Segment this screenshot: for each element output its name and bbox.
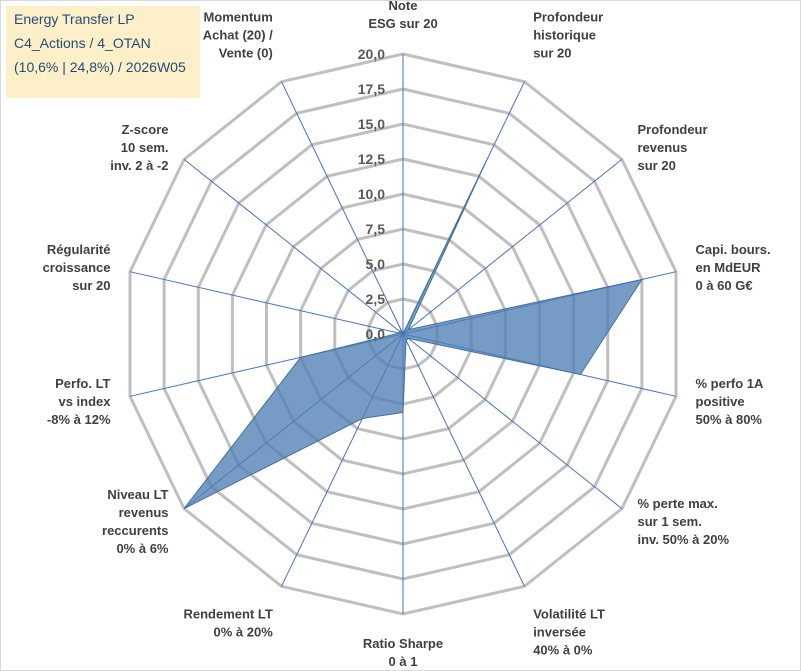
tick-label: 10,0: [358, 186, 385, 202]
category-label: Profondeur: [638, 122, 708, 137]
category-label: % perfo 1A: [696, 376, 765, 391]
performance-subtitle: (10,6% | 24,8%) / 2026W05: [14, 59, 186, 75]
axis-spoke: [402, 333, 525, 587]
tick-label: 20,0: [358, 46, 385, 62]
category-label: Momentum: [203, 10, 272, 25]
axis-spoke: [402, 159, 623, 335]
category-label: inv. 50% à 20%: [638, 532, 730, 547]
category-label: Capi. bours.: [696, 242, 771, 257]
category-label: reccurents: [102, 523, 168, 538]
series-area: [183, 159, 643, 510]
category-label: revenus: [119, 505, 169, 520]
title-box: Energy Transfer LP C4_Actions / 4_OTAN (…: [6, 6, 200, 98]
category-label: 0% à 20%: [214, 624, 274, 639]
category-label: Ratio Sharpe: [363, 636, 443, 651]
category-label: Profondeur: [533, 10, 603, 25]
category-label: Z-score: [122, 122, 169, 137]
category-label: en MdEUR: [696, 260, 762, 275]
category-label: vs index: [58, 394, 111, 409]
category-label: 10 sem.: [121, 140, 169, 155]
portfolio-subtitle: C4_Actions / 4_OTAN: [14, 35, 151, 51]
tick-label: 2,5: [366, 291, 386, 307]
tick-label: 15,0: [358, 116, 385, 132]
category-label: Volatilité LT: [533, 606, 605, 621]
category-label: revenus: [638, 140, 688, 155]
category-label: Vente (0): [219, 46, 273, 61]
category-label: -8% à 12%: [47, 412, 111, 427]
category-label: 0 à 1: [389, 654, 418, 669]
tick-label: 0,0: [366, 326, 386, 342]
category-labels: Note ESG sur 20 Profondeur historique sur 20…: [43, 0, 771, 669]
category-label: Niveau LT: [107, 487, 168, 502]
category-label: 0 à 60 G€: [696, 278, 753, 293]
category-label: 40% à 0%: [533, 642, 593, 657]
tick-label: 12,5: [358, 151, 385, 167]
radial-tick-labels: 0,0 2,5 5,0 7,5 10,0 12,5 15,0 17,5 20,0: [358, 46, 385, 342]
tick-label: 5,0: [366, 256, 386, 272]
axis-spoke: [402, 333, 623, 509]
axis-spoke: [129, 271, 404, 335]
category-label: sur 20: [72, 278, 110, 293]
category-label: positive: [696, 394, 745, 409]
category-label: Rendement LT: [183, 606, 272, 621]
category-label: Régularité: [47, 242, 111, 257]
category-label: sur 1 sem.: [638, 514, 702, 529]
category-label: 0% à 6%: [116, 541, 168, 556]
axis-spoke: [183, 159, 404, 335]
category-label: sur 20: [533, 46, 571, 61]
category-label: Note: [389, 0, 418, 13]
category-label: ESG sur 20: [368, 16, 437, 31]
data-layer: [183, 159, 643, 510]
category-label: % perte max.: [638, 496, 718, 511]
tick-label: 7,5: [366, 221, 386, 237]
category-label: sur 20: [638, 158, 676, 173]
category-label: Perfo. LT: [55, 376, 110, 391]
category-label: 50% à 80%: [696, 412, 763, 427]
category-label: inversée: [533, 624, 586, 639]
category-label: inv. 2 à -2: [110, 158, 168, 173]
tick-label: 17,5: [358, 81, 385, 97]
axis-spoke: [281, 81, 404, 335]
category-label: historique: [533, 28, 596, 43]
chart-title: Energy Transfer LP: [14, 11, 135, 27]
category-label: Achat (20) /: [203, 28, 273, 43]
category-label: croissance: [43, 260, 111, 275]
